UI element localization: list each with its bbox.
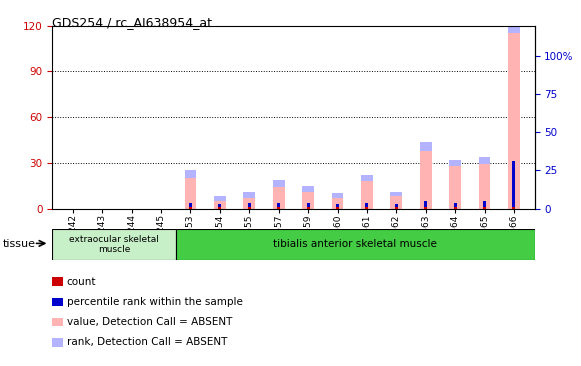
Bar xyxy=(332,198,343,209)
Bar xyxy=(277,207,280,209)
Bar xyxy=(508,33,520,209)
Bar xyxy=(512,161,515,207)
Bar xyxy=(185,178,196,209)
Bar xyxy=(361,181,373,209)
Bar xyxy=(365,202,368,207)
Text: percentile rank within the sample: percentile rank within the sample xyxy=(67,297,243,307)
Bar xyxy=(273,180,285,187)
Bar xyxy=(479,157,490,164)
Bar xyxy=(395,204,398,207)
Bar xyxy=(185,171,196,178)
Text: GDS254 / rc_AI638954_at: GDS254 / rc_AI638954_at xyxy=(52,16,212,30)
Bar xyxy=(483,201,486,207)
Text: tibialis anterior skeletal muscle: tibialis anterior skeletal muscle xyxy=(273,239,437,249)
Bar xyxy=(420,142,432,151)
Bar xyxy=(214,201,226,209)
Bar xyxy=(420,151,432,209)
Bar xyxy=(454,202,457,207)
Bar xyxy=(332,193,343,198)
Bar xyxy=(365,207,368,209)
Bar xyxy=(390,197,402,209)
Bar xyxy=(390,192,402,197)
Text: rank, Detection Call = ABSENT: rank, Detection Call = ABSENT xyxy=(67,337,227,347)
Bar xyxy=(248,202,251,207)
Bar xyxy=(189,207,192,209)
Bar xyxy=(336,207,339,209)
Text: tissue: tissue xyxy=(3,239,36,250)
Bar xyxy=(424,207,427,209)
Bar xyxy=(512,207,515,209)
Bar xyxy=(424,201,427,207)
Bar xyxy=(243,198,255,209)
Bar xyxy=(483,207,486,209)
Text: extraocular skeletal
muscle: extraocular skeletal muscle xyxy=(69,235,159,254)
Bar xyxy=(361,175,373,181)
Bar xyxy=(248,207,251,209)
Bar xyxy=(302,192,314,209)
Bar xyxy=(449,166,461,209)
Bar xyxy=(395,207,398,209)
Bar xyxy=(243,192,255,198)
Bar xyxy=(479,164,490,209)
Bar xyxy=(214,197,226,201)
Bar xyxy=(52,229,176,260)
Text: count: count xyxy=(67,277,96,287)
Bar xyxy=(176,229,535,260)
Bar xyxy=(307,207,310,209)
Bar xyxy=(307,202,310,207)
Bar xyxy=(218,204,221,207)
Bar xyxy=(273,187,285,209)
Bar xyxy=(189,202,192,207)
Text: value, Detection Call = ABSENT: value, Detection Call = ABSENT xyxy=(67,317,232,327)
Bar xyxy=(336,204,339,207)
Bar xyxy=(277,202,280,207)
Bar xyxy=(454,207,457,209)
Bar xyxy=(449,160,461,166)
Bar xyxy=(302,186,314,192)
Bar xyxy=(218,207,221,209)
Bar xyxy=(508,0,520,33)
